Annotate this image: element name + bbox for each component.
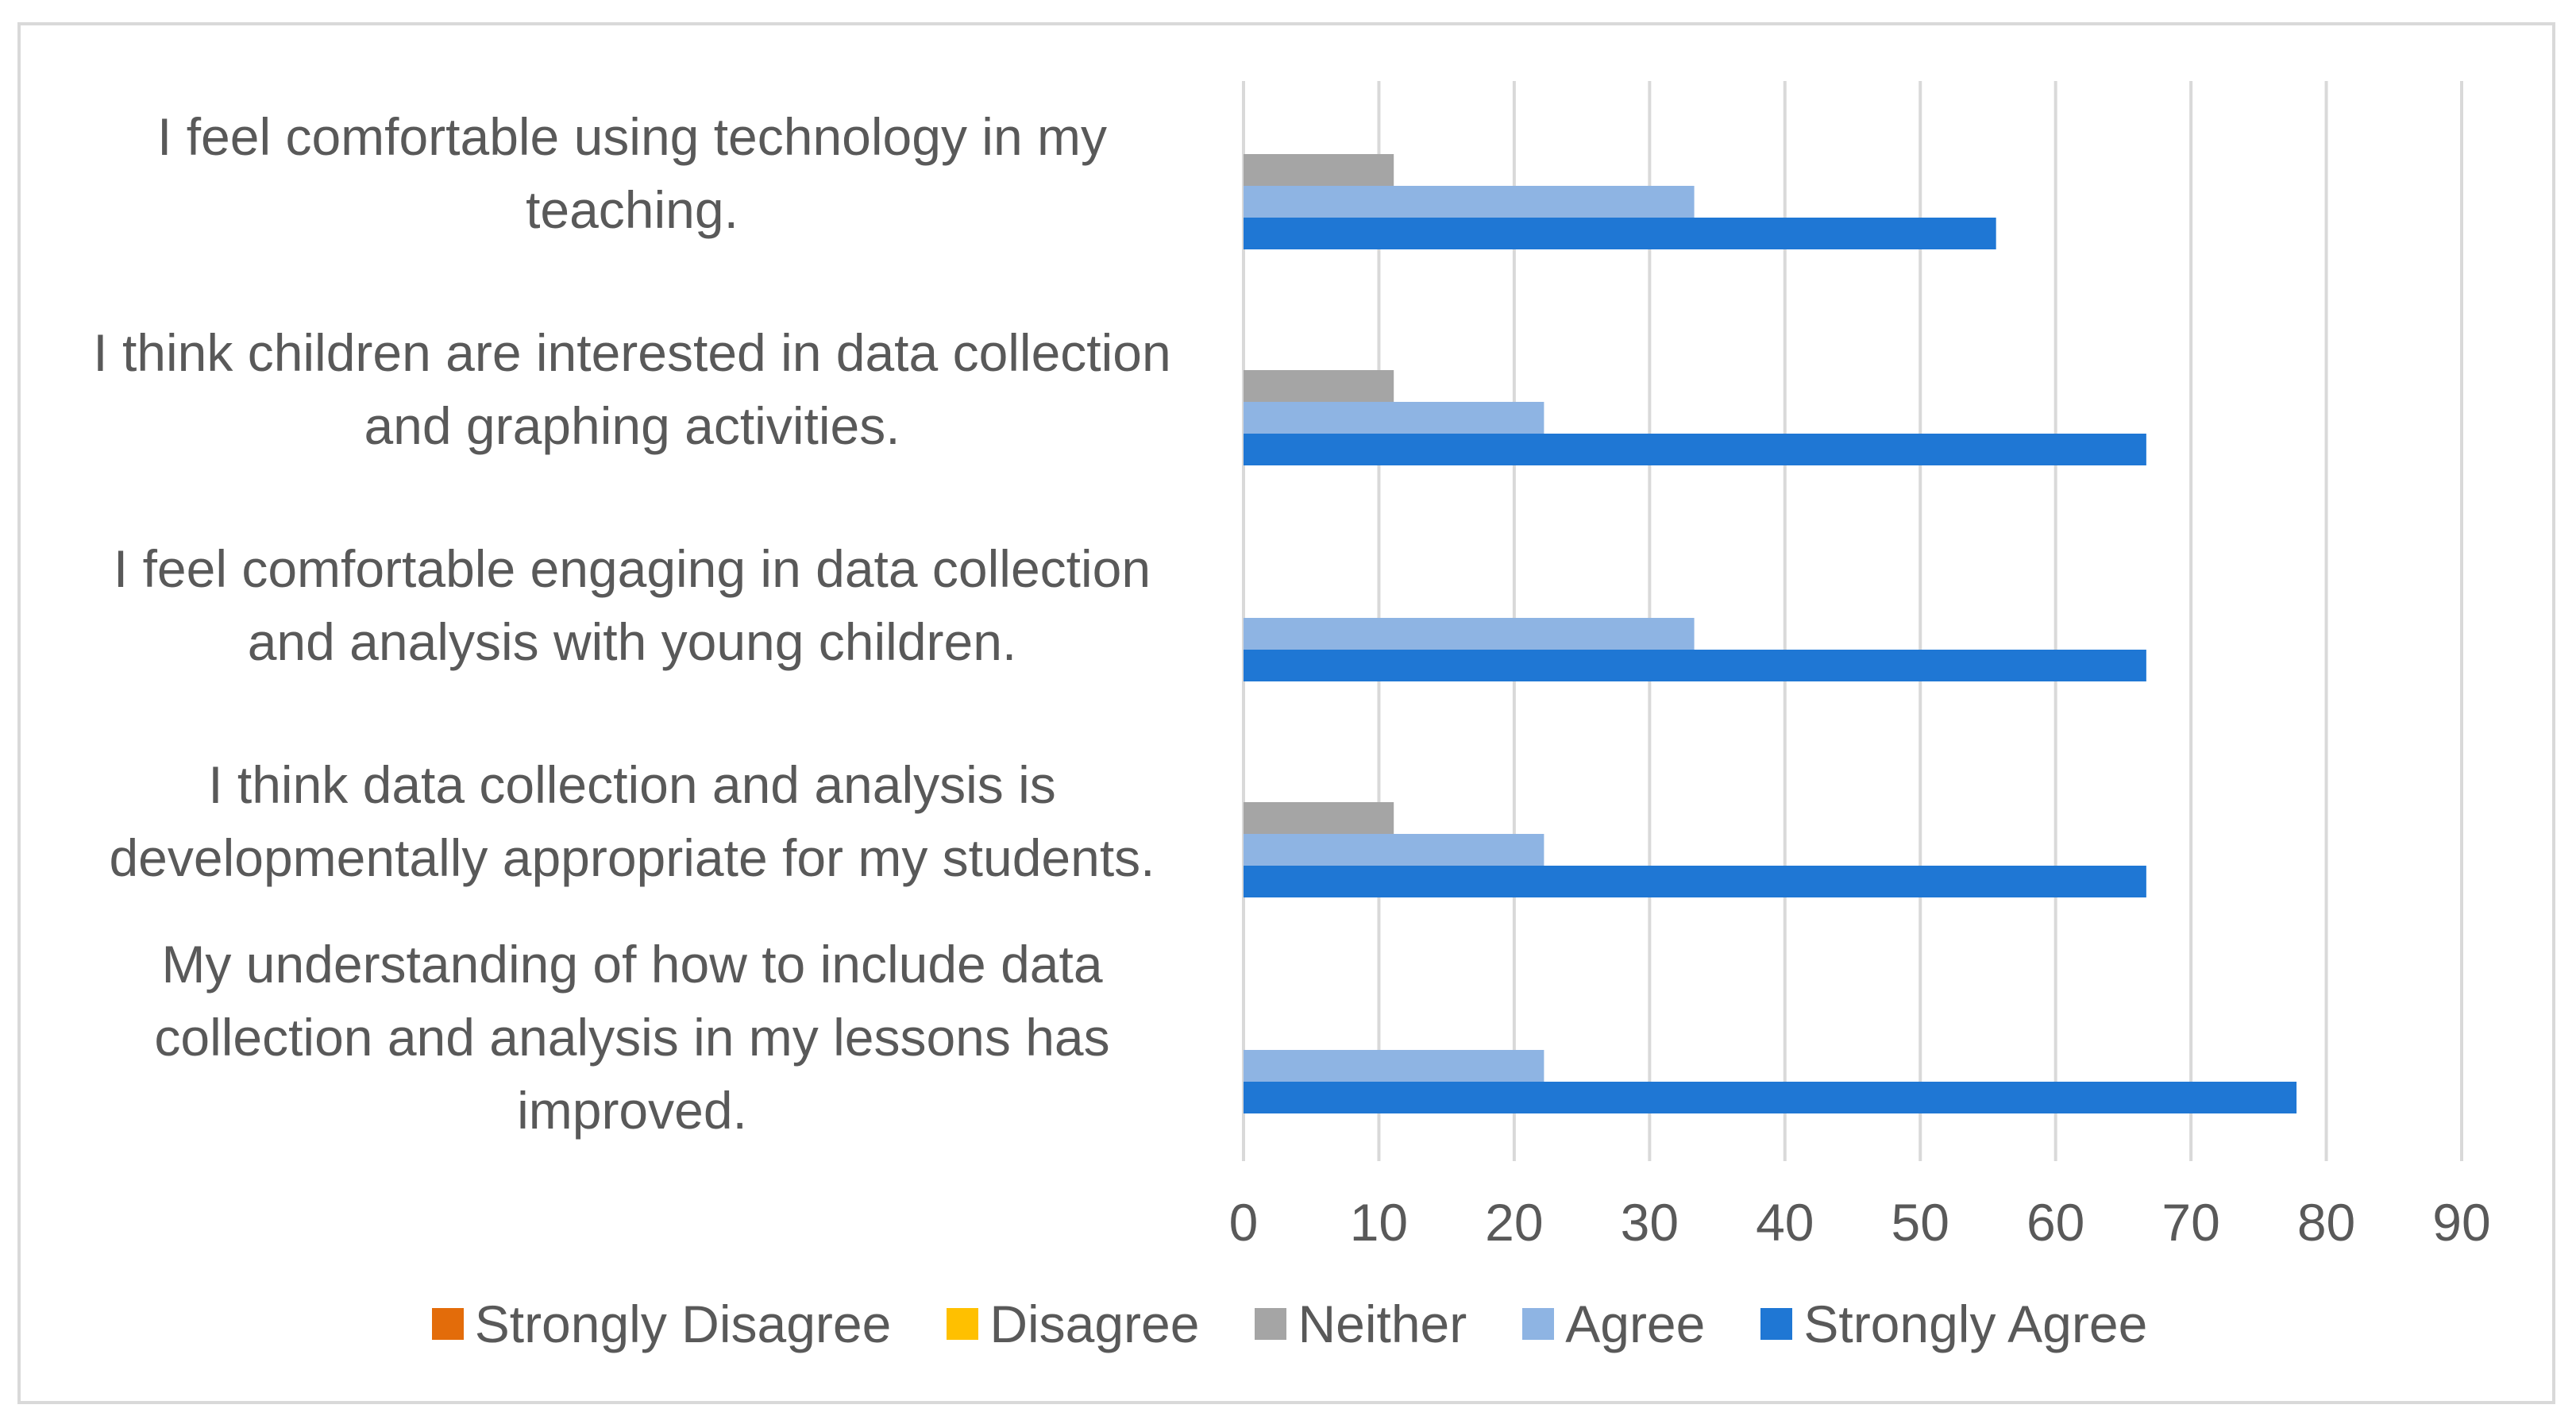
category-label-line: I think data collection and analysis is <box>208 755 1056 814</box>
category-label-line: My understanding of how to include data <box>161 935 1103 994</box>
x-tick-label: 0 <box>1229 1193 1259 1252</box>
legend-item: Agree <box>1522 1292 1705 1356</box>
category-label: My understanding of how to include data c… <box>60 928 1204 1147</box>
x-tick-label: 90 <box>2432 1193 2490 1252</box>
bar-neither <box>1244 802 1394 834</box>
bar-agree <box>1244 402 1544 434</box>
category-label: I think children are interested in data … <box>60 316 1204 462</box>
category-label-line: collection and analysis in my lessons ha… <box>154 1008 1110 1067</box>
category-label-line: I feel comfortable using technology in m… <box>157 107 1107 166</box>
legend-label: Neither <box>1298 1295 1467 1353</box>
category-label: I feel comfortable engaging in data coll… <box>60 532 1204 678</box>
legend-label: Strongly Disagree <box>474 1295 892 1353</box>
bar-neither <box>1244 370 1394 402</box>
x-axis-ticks: 0 10 20 30 40 50 60 70 80 90 <box>1229 1193 2491 1252</box>
legend: Strongly Disagree Disagree Neither Agree Str… <box>21 1292 2559 1356</box>
bars <box>1244 154 2297 1113</box>
x-tick-label: 30 <box>1621 1193 1679 1252</box>
bar-strongly-agree <box>1244 218 1996 249</box>
bar-strongly-agree <box>1244 434 2146 465</box>
bar-agree <box>1244 1050 1544 1082</box>
bar-agree <box>1244 834 1544 866</box>
legend-swatch <box>1255 1308 1287 1340</box>
bar-strongly-agree <box>1244 650 2146 681</box>
x-tick-label: 60 <box>2026 1193 2084 1252</box>
category-label-line: developmentally appropriate for my stude… <box>109 828 1155 887</box>
category-label-line: and graphing activities. <box>364 396 900 455</box>
x-tick-label: 40 <box>1756 1193 1814 1252</box>
x-tick-label: 50 <box>1892 1193 1949 1252</box>
legend-swatch <box>947 1308 979 1340</box>
legend-item: Disagree <box>947 1292 1199 1356</box>
category-label-line: and analysis with young children. <box>247 612 1017 671</box>
category-label-line: I think children are interested in data … <box>93 323 1171 382</box>
legend-item: Strongly Disagree <box>431 1292 892 1356</box>
gridlines <box>1242 81 2463 1161</box>
x-tick-label: 10 <box>1350 1193 1408 1252</box>
bar-strongly-agree <box>1244 1082 2297 1113</box>
bar-agree <box>1244 618 1695 650</box>
x-tick-label: 20 <box>1485 1193 1543 1252</box>
category-label-line: teaching. <box>526 180 738 239</box>
x-tick-label: 70 <box>2161 1193 2219 1252</box>
x-tick-label: 80 <box>2297 1193 2355 1252</box>
legend-label: Disagree <box>989 1295 1200 1353</box>
legend-item: Strongly Agree <box>1760 1292 2147 1356</box>
chart-frame: 0 10 20 30 40 50 60 70 80 90 I feel comfortable u… <box>17 22 2555 1404</box>
bar-agree <box>1244 186 1695 218</box>
bar-neither <box>1244 154 1394 186</box>
legend-item: Neither <box>1255 1292 1467 1356</box>
legend-swatch <box>1760 1308 1793 1340</box>
category-label-line: improved. <box>517 1081 747 1140</box>
category-label: I feel comfortable using technology in m… <box>60 100 1204 246</box>
category-label: I think data collection and analysis is d… <box>60 748 1204 894</box>
legend-label: Strongly Agree <box>1803 1295 2148 1353</box>
category-label-line: I feel comfortable engaging in data coll… <box>113 539 1151 598</box>
legend-swatch <box>431 1308 464 1340</box>
legend-swatch <box>1522 1308 1555 1340</box>
legend-label: Agree <box>1565 1295 1706 1353</box>
bar-strongly-agree <box>1244 866 2146 897</box>
bar-chart: 0 10 20 30 40 50 60 70 80 90 <box>1229 81 2491 1252</box>
